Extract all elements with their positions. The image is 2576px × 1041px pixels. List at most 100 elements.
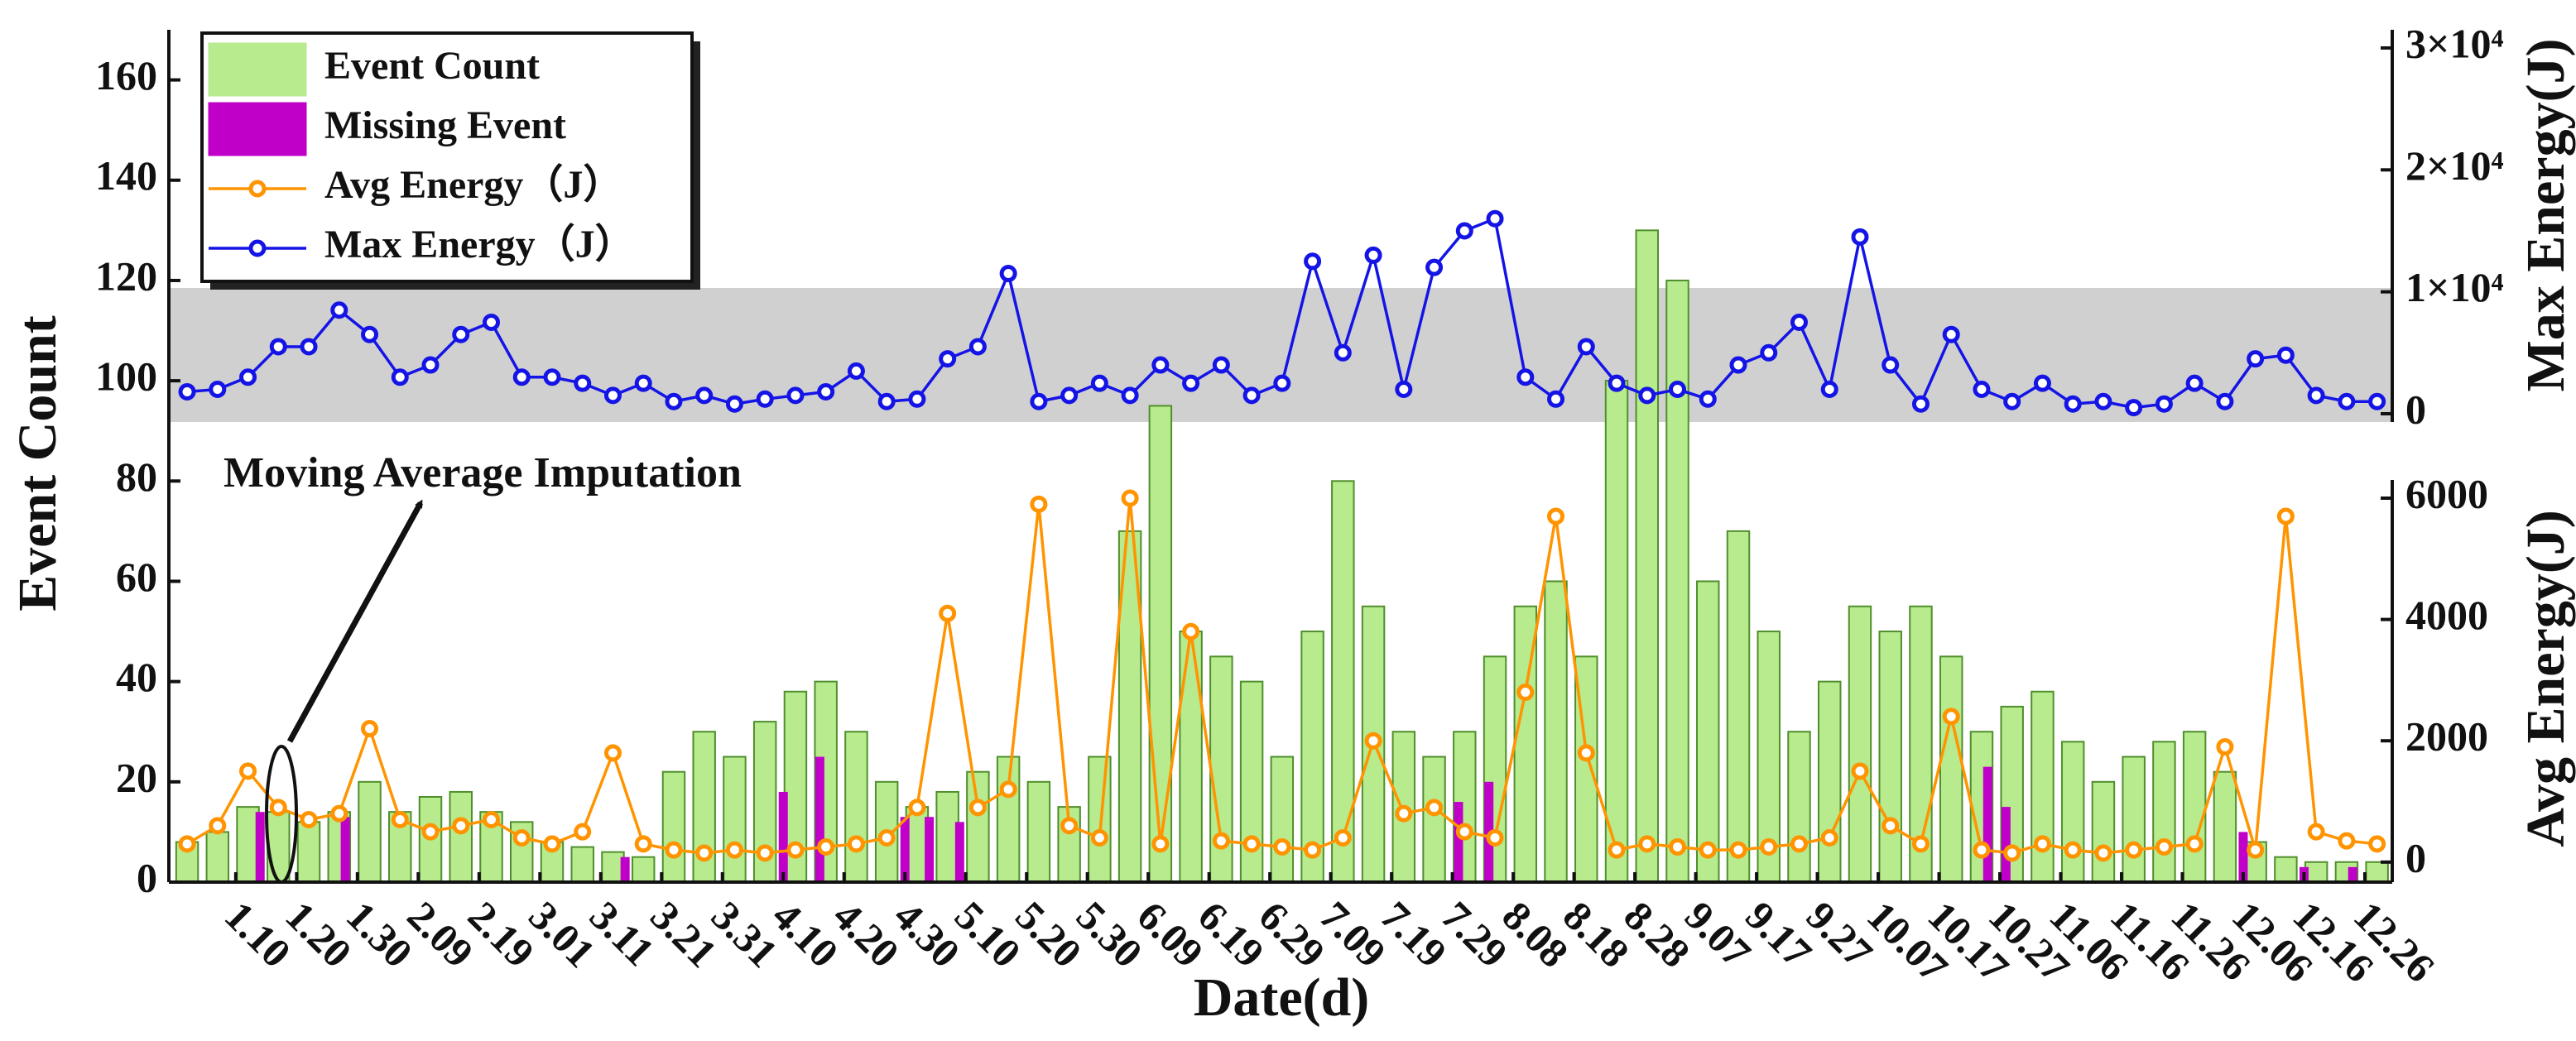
bar	[2182, 731, 2207, 883]
marker	[1577, 338, 1595, 356]
marker	[968, 338, 987, 356]
marker	[1486, 209, 1504, 228]
marker	[634, 374, 652, 392]
legend-swatch	[208, 102, 307, 156]
marker	[1547, 390, 1565, 408]
plot-area	[175, 209, 2389, 884]
marker	[1090, 828, 1108, 847]
y-tick-label: 100	[95, 353, 157, 400]
legend: Event Count Missing Event Avg Energy（J） Max…	[200, 31, 700, 290]
marker	[1669, 381, 1687, 399]
y-tick-label: 20	[116, 754, 157, 800]
bar	[2348, 866, 2357, 882]
marker	[330, 301, 348, 319]
marker	[1151, 835, 1170, 853]
marker	[1060, 386, 1079, 405]
bar	[2060, 741, 2085, 884]
bar	[1026, 780, 1051, 884]
marker	[269, 338, 287, 356]
bar	[1878, 631, 1902, 883]
marker	[847, 835, 865, 853]
marker	[939, 350, 957, 368]
marker	[1334, 343, 1352, 362]
marker	[877, 828, 896, 847]
marker	[1364, 246, 1382, 264]
bar	[1982, 766, 1992, 882]
marker	[330, 804, 348, 823]
marker	[725, 395, 743, 413]
marker	[695, 844, 714, 862]
bar	[296, 821, 321, 884]
y-tick-label: 60	[116, 554, 157, 600]
bar	[1422, 756, 1446, 883]
marker	[391, 368, 409, 386]
legend-swatch	[248, 239, 267, 257]
marker	[1760, 837, 1778, 856]
marker	[999, 780, 1017, 799]
marker	[2247, 841, 2265, 859]
marker	[574, 823, 592, 841]
marker	[1304, 252, 1322, 271]
marker	[1182, 622, 1200, 640]
highlight-band	[169, 288, 2392, 422]
marker	[2155, 395, 2173, 413]
marker	[2064, 841, 2082, 859]
bar	[2122, 756, 2146, 883]
y-axis-title: Event Count	[7, 315, 68, 612]
marker	[543, 835, 561, 853]
marker	[908, 799, 926, 817]
marker	[1790, 835, 1808, 853]
marker	[1273, 837, 1291, 856]
marker	[178, 835, 196, 853]
marker	[2094, 392, 2112, 410]
marker	[2338, 832, 2356, 850]
bar	[1331, 480, 1355, 883]
marker	[1395, 381, 1413, 399]
bar	[996, 756, 1021, 883]
marker	[756, 844, 774, 862]
marker	[603, 386, 622, 405]
marker	[2064, 395, 2082, 413]
marker	[574, 374, 592, 392]
bar	[1604, 380, 1629, 883]
bar	[340, 817, 350, 882]
marker	[634, 835, 652, 853]
bar	[1665, 279, 1689, 883]
marker	[1820, 381, 1838, 399]
legend-label: Event Count	[324, 44, 540, 88]
marker	[2338, 392, 2356, 410]
marker	[2216, 738, 2234, 756]
bar	[966, 770, 990, 883]
marker	[1425, 799, 1444, 817]
marker	[1911, 835, 1930, 853]
marker	[2368, 392, 2386, 410]
marker	[908, 390, 926, 408]
marker	[2094, 844, 2112, 862]
marker	[1669, 837, 1687, 856]
marker	[543, 368, 561, 386]
marker	[391, 810, 409, 828]
marker	[209, 817, 227, 835]
marker	[1364, 732, 1382, 750]
marker	[695, 386, 714, 405]
marker	[2247, 350, 2265, 368]
marker	[1242, 835, 1261, 853]
marker	[1455, 222, 1473, 240]
bar	[925, 817, 935, 882]
marker	[1121, 386, 1139, 405]
marker	[482, 810, 500, 828]
marker	[1182, 374, 1200, 392]
bar	[723, 756, 747, 883]
marker	[756, 390, 774, 408]
marker	[725, 841, 743, 859]
y2-tick-label: 2000	[2405, 713, 2488, 760]
marker	[1242, 386, 1261, 405]
marker	[1729, 841, 1747, 859]
marker	[1790, 313, 1808, 331]
bar	[1270, 756, 1295, 883]
y2-tick-label: 6000	[2405, 470, 2488, 516]
y-tick-label: 160	[95, 52, 157, 98]
marker	[209, 381, 227, 399]
marker	[1455, 823, 1473, 841]
